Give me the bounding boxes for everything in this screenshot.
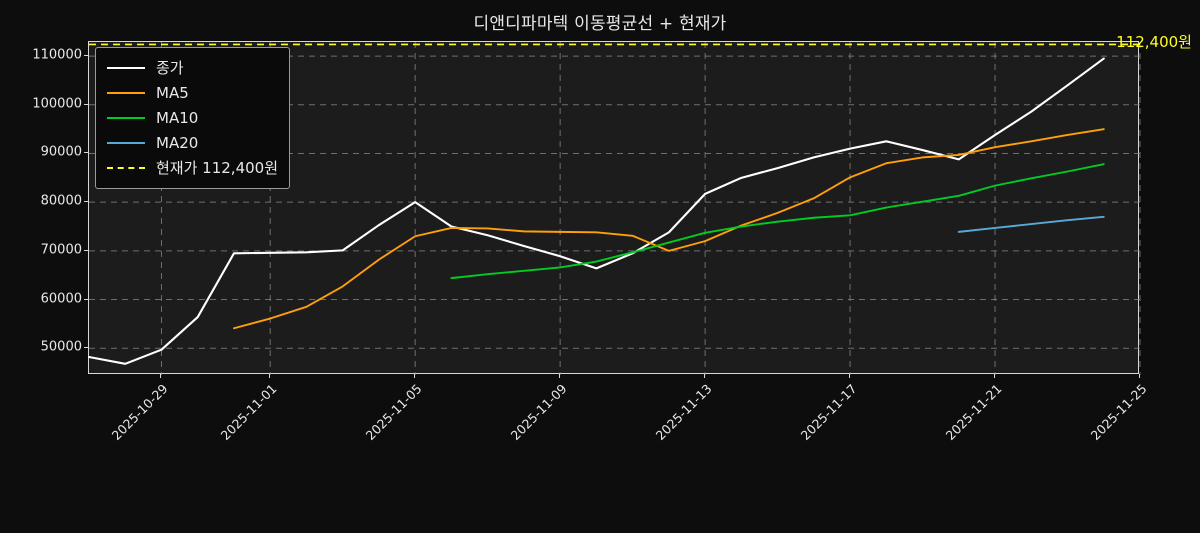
- x-tick-label: 2025-11-05: [362, 381, 425, 443]
- y-tick-mark: [84, 152, 88, 154]
- series-line-MA20: [957, 215, 1105, 233]
- y-tick-label: 110000: [32, 47, 82, 63]
- y-tick-mark: [84, 249, 88, 251]
- y-tick-mark: [84, 298, 88, 300]
- chart-title: 디앤디파마텍 이동평균선 + 현재가: [473, 14, 727, 34]
- x-tick-mark: [704, 374, 706, 378]
- legend-label: MA5: [156, 83, 189, 102]
- y-tick-mark: [84, 103, 88, 105]
- plot-lines: [87, 42, 1141, 375]
- series-line-MA5: [233, 128, 1105, 330]
- x-tick-mark: [1139, 374, 1140, 378]
- x-tick-mark: [269, 374, 271, 378]
- series-line-종가: [87, 57, 1105, 365]
- y-tick-label: 100000: [32, 96, 82, 112]
- legend-item: MA20: [107, 130, 278, 155]
- x-tick-mark: [160, 374, 162, 378]
- x-tick-mark: [994, 374, 996, 378]
- y-tick-label: 50000: [40, 339, 82, 355]
- series-line-MA10: [450, 163, 1105, 280]
- x-tick-label: 2025-11-21: [942, 381, 1005, 443]
- chart-legend: 종가 MA5 MA10 MA20 현재가 112,400원: [95, 47, 290, 189]
- current-price-annotation: 112,400원: [1116, 33, 1192, 51]
- y-tick-mark: [84, 347, 88, 349]
- x-tick-label: 2025-11-17: [797, 381, 860, 443]
- y-tick-label: 70000: [40, 242, 82, 258]
- y-tick-mark: [84, 55, 88, 57]
- x-tick-mark: [414, 374, 416, 378]
- legend-label: 종가: [156, 59, 184, 77]
- chart-figure: 디앤디파마텍 이동평균선 + 현재가 종가 MA5 MA10 MA20 현재가 112,…: [32, 14, 1192, 443]
- legend-item: MA10: [107, 105, 278, 130]
- legend-swatch-icon: [107, 111, 145, 125]
- x-tick-mark: [849, 374, 851, 378]
- y-tick-mark: [84, 201, 88, 203]
- legend-swatch-icon: [107, 136, 145, 150]
- y-tick-label: 90000: [40, 144, 82, 160]
- legend-swatch-icon: [107, 61, 145, 75]
- x-tick-label: 2025-11-25: [1087, 381, 1150, 443]
- legend-item: 종가: [107, 55, 278, 80]
- legend-label: MA10: [156, 108, 199, 127]
- legend-item: 현재가 112,400원: [107, 155, 278, 180]
- legend-label: MA20: [156, 133, 199, 152]
- x-tick-label: 2025-11-13: [652, 381, 715, 443]
- x-tick-label: 2025-11-09: [507, 381, 570, 443]
- legend-swatch-icon: [107, 86, 145, 100]
- legend-item: MA5: [107, 80, 278, 105]
- y-tick-label: 80000: [40, 193, 82, 209]
- y-tick-label: 60000: [40, 291, 82, 307]
- x-tick-mark: [559, 374, 561, 378]
- legend-label: 현재가 112,400원: [156, 159, 278, 177]
- legend-swatch-icon: [107, 161, 145, 175]
